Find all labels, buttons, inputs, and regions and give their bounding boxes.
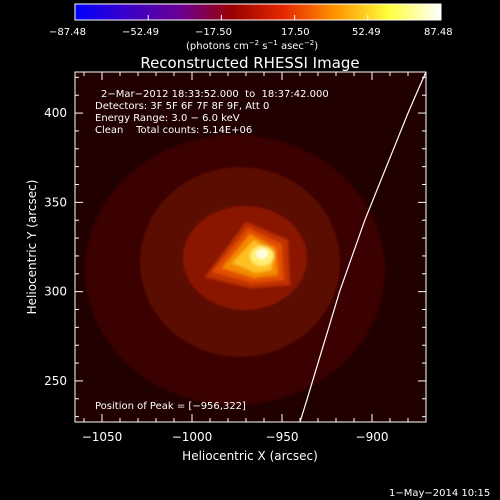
colorbar-tick-label: 52.49 (352, 27, 381, 38)
annotation-detectors: Detectors: 3F 5F 6F 7F 8F 9F, Att 0 (95, 101, 269, 112)
footer-timestamp: 1−May−2014 10:15 (389, 488, 490, 499)
colorbar-ticks (74, 15, 442, 20)
y-tick-label: 250 (44, 374, 67, 388)
annotation-time-range: 2−Mar−2012 18:33:52.000 to 18:37:42.000 (101, 89, 329, 100)
x-axis-label: Heliocentric X (arcsec) (182, 449, 318, 463)
x-tick-label: −950 (266, 430, 299, 444)
y-tick-label: 300 (44, 285, 67, 299)
y-tick-label: 400 (44, 106, 67, 120)
axis-ticks (75, 72, 427, 422)
peak-position-label: Position of Peak = [−956,322] (95, 401, 246, 412)
heatmap-image (75, 72, 426, 422)
y-axis-label: Heliocentric Y (arcsec) (25, 180, 39, 315)
chart-title: Reconstructed RHESSI Image (140, 54, 359, 72)
colorbar (74, 3, 442, 21)
x-tick-label: −1050 (82, 430, 123, 444)
plot-frame (74, 71, 427, 423)
colorbar-tick-label: 17.50 (281, 27, 310, 38)
x-tick-labels: −1050 −1000 −950 −900 (82, 430, 389, 444)
colorbar-tick-label: −52.49 (122, 27, 159, 38)
colorbar-unit-label: (photons cm−2 s−1 asec−2) (186, 39, 318, 52)
annotation-clean-counts: Clean Total counts: 5.14E+06 (95, 125, 252, 136)
y-tick-labels: 250 300 350 400 (44, 106, 67, 388)
colorbar-tick-label: 87.48 (424, 27, 453, 38)
colorbar-tick-label: −17.50 (195, 27, 232, 38)
info-annotations: 2−Mar−2012 18:33:52.000 to 18:37:42.000 … (95, 89, 329, 136)
x-tick-label: −1000 (172, 430, 213, 444)
annotation-energy-range: Energy Range: 3.0 − 6.0 keV (95, 113, 240, 124)
colorbar-tick-labels: −87.48 −52.49 −17.50 17.50 52.49 87.48 (49, 27, 453, 38)
y-tick-label: 350 (44, 195, 67, 209)
colorbar-tick-label: −87.48 (49, 27, 86, 38)
x-tick-label: −900 (356, 430, 389, 444)
solar-limb-curve (299, 72, 426, 422)
